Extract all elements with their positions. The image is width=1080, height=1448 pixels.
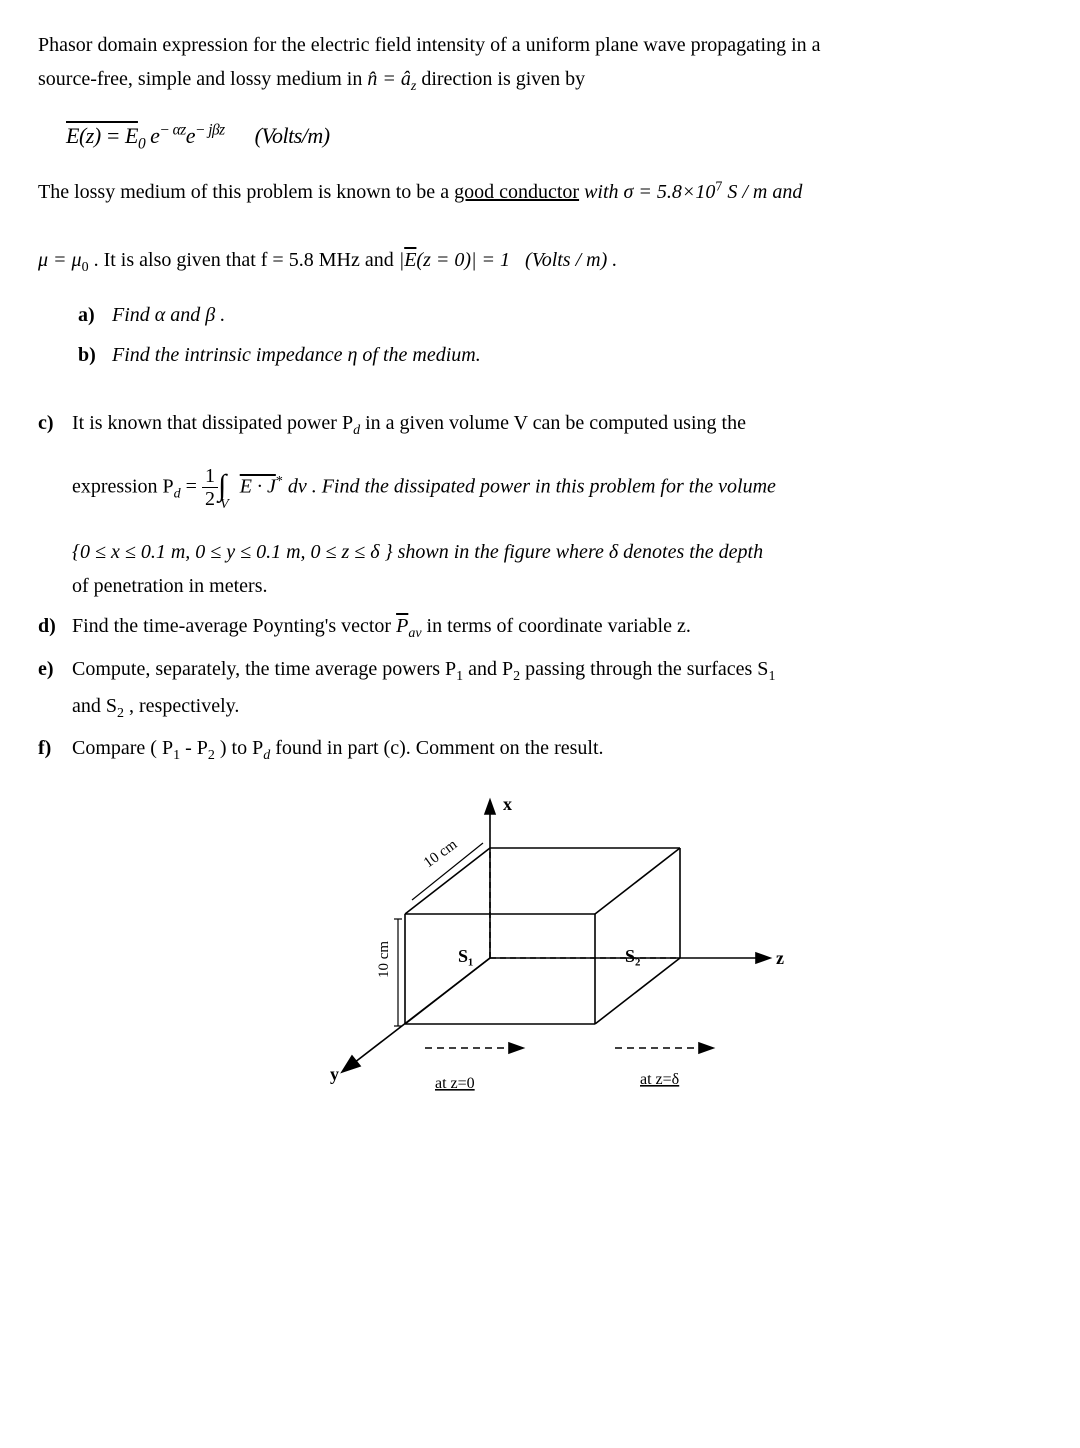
fraction-half: 1 2 xyxy=(202,465,218,510)
nhat: n̂ = âz xyxy=(367,68,416,90)
item-c: c) It is known that dissipated power Pd … xyxy=(38,406,1042,603)
eq-lhs: E(z) = E xyxy=(66,123,138,148)
axis-x-label: x xyxy=(503,794,512,814)
eq-unit: (Volts/m) xyxy=(255,123,330,148)
item-a: a) Find α and β . xyxy=(78,298,1042,332)
axis-z-label: z xyxy=(776,948,784,968)
good-conductor: good conductor xyxy=(454,181,579,203)
s1-label: S₁ xyxy=(458,946,473,966)
main-equation: E(z) = E0 e− αze− jβz (Volts/m) xyxy=(66,117,1042,158)
intro-line1: Phasor domain expression for the electri… xyxy=(38,34,821,56)
item-f: f) Compare ( P1 - P2 ) to Pd found in pa… xyxy=(38,731,1042,768)
e-at-zero: |E(z = 0)| = 1 (Volts / m) . xyxy=(399,249,618,271)
item-b: b) Find the intrinsic impedance η of the… xyxy=(78,338,1042,372)
item-d: d) Find the time-average Poynting's vect… xyxy=(38,609,1042,646)
at-zdelta-label: at z=δ xyxy=(640,1071,679,1088)
item-e: e) Compute, separately, the time average… xyxy=(38,652,1042,726)
s2-label: S₂ xyxy=(625,946,640,966)
intro-paragraph: Phasor domain expression for the electri… xyxy=(38,28,1042,99)
volume-figure: x z y S₁ S₂ 10 cm 10 cm at z=0 at z=δ xyxy=(38,788,1042,1149)
intro-line2a: source-free, simple and lossy medium in xyxy=(38,68,367,90)
edge-left-label: 10 cm xyxy=(376,941,392,978)
at-z0-label: at z=0 xyxy=(435,1075,475,1092)
conductor-paragraph: The lossy medium of this problem is know… xyxy=(38,175,1042,280)
intro-line2b: direction is given by xyxy=(421,68,585,90)
axis-y-label: y xyxy=(330,1064,339,1084)
